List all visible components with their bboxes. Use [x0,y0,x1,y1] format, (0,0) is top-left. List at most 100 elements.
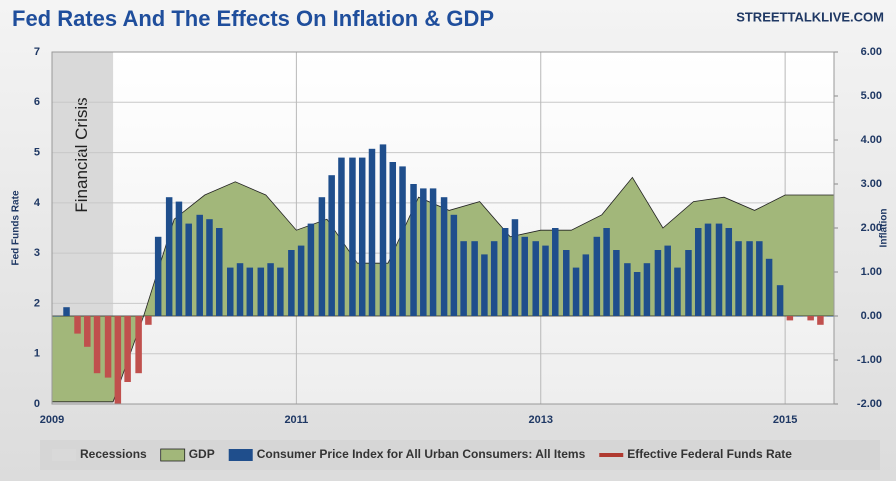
legend-swatch [52,449,76,461]
cpi-bar [104,316,112,378]
cpi-bar [338,157,345,316]
y2-tick-label: 3.00 [861,178,882,190]
cpi-bar [63,307,70,316]
cpi-bar [582,254,590,316]
cpi-bar [196,214,203,316]
cpi-bar [765,258,773,316]
chart-title: Fed Rates And The Effects On Inflation &… [12,6,494,31]
cpi-bar [429,188,437,316]
cpi-bar [165,197,173,316]
cpi-bar [236,263,244,316]
cpi-bar [124,316,131,382]
cpi-bar [593,236,601,316]
y2-axis-label: Inflation [879,209,890,248]
cpi-bar [297,245,305,316]
cpi-bar [307,223,315,316]
cpi-bar [563,250,570,316]
cpi-bar [145,316,152,325]
legend-swatch [599,453,624,457]
cpi-bar [746,241,753,316]
cpi-bar [664,245,671,316]
cpi-bar [358,157,366,316]
cpi-bar [328,175,335,316]
y2-tick-label: 5.00 [861,90,882,102]
y-axis-label: Fed Funds Rate [11,190,22,265]
cpi-bar [185,223,192,316]
plot-layer: Financial Crisis 0 1 2 3 4 5 6 7 2009 2011 2013 2015… [34,46,882,426]
legend-swatch [160,448,186,462]
cpi-bar [654,250,662,316]
y-tick-label: 1 [34,348,40,360]
cpi-bar [807,316,814,321]
cpi-bar [786,316,794,321]
y-tick-label: 5 [34,146,40,158]
cpi-bar [379,144,387,316]
cpi-bar [74,316,81,334]
chart-subtitle: STREETTALKLIVE.COM [736,9,884,24]
cpi-bar [643,263,651,316]
y-tick-label: 4 [34,197,41,209]
y-tick-label: 7 [34,46,40,58]
x-tick-label: 2009 [40,414,64,426]
cpi-bar [674,267,681,316]
cpi-bar [776,285,784,316]
y-tick-label: 2 [34,297,40,309]
cpi-bar [84,316,91,347]
cpi-bar [756,241,763,316]
x-tick-label: 2015 [773,414,797,426]
cpi-bar [288,250,295,316]
cpi-bar [542,245,549,316]
cpi-bar [826,316,834,317]
cpi-bar [410,184,417,316]
cpi-bar [420,188,427,316]
cpi-bar [501,228,509,316]
cpi-bar [349,157,356,316]
y2-tick-label: 2.00 [861,222,882,234]
y2-tick-label: 1.00 [861,266,882,278]
cpi-bar [704,223,712,316]
cpi-bar [227,267,234,316]
cpi-bar [624,263,631,316]
cpi-bar [460,241,467,316]
cpi-bar [532,241,539,316]
cpi-bar [521,236,528,316]
cpi-bar [796,316,803,317]
cpi-bar [633,272,641,316]
x-tick-label: 2013 [529,414,553,426]
cpi-bar [725,228,733,316]
cpi-bar [817,316,824,325]
cpi-bar [481,254,488,316]
cpi-bar [552,228,559,316]
y2-tick-label: -1.00 [857,354,882,366]
legend-label: Recessions [80,447,147,461]
y-tick-label: 6 [34,96,40,108]
cpi-bar [572,267,580,316]
cpi-bar [257,267,265,316]
cpi-bar [715,223,723,316]
cpi-bar [603,228,610,316]
cpi-bar [135,316,142,374]
y2-tick-label: 6.00 [861,46,882,58]
legend-label: GDP [189,447,215,461]
legend-label: Consumer Price Index for All Urban Consu… [257,447,586,461]
y-tick-label: 0 [34,398,40,410]
cpi-bar [206,219,213,316]
cpi-bar [267,263,274,316]
cpi-bar [613,250,620,316]
plot-border [51,51,835,405]
cpi-bar [389,162,397,316]
cpi-bar [175,201,183,316]
cpi-bar [440,197,448,316]
cpi-bar [216,228,223,316]
cpi-bar [471,241,478,316]
cpi-bar [685,250,692,316]
cpi-bar [450,214,458,316]
cpi-bar [318,197,326,316]
cpi-bar [490,241,498,316]
cpi-bar [511,219,519,316]
legend-swatch [228,449,253,461]
x-tick-label: 2011 [284,414,308,426]
y2-tick-label: -2.00 [857,398,882,410]
annotation: Financial Crisis [72,97,91,212]
